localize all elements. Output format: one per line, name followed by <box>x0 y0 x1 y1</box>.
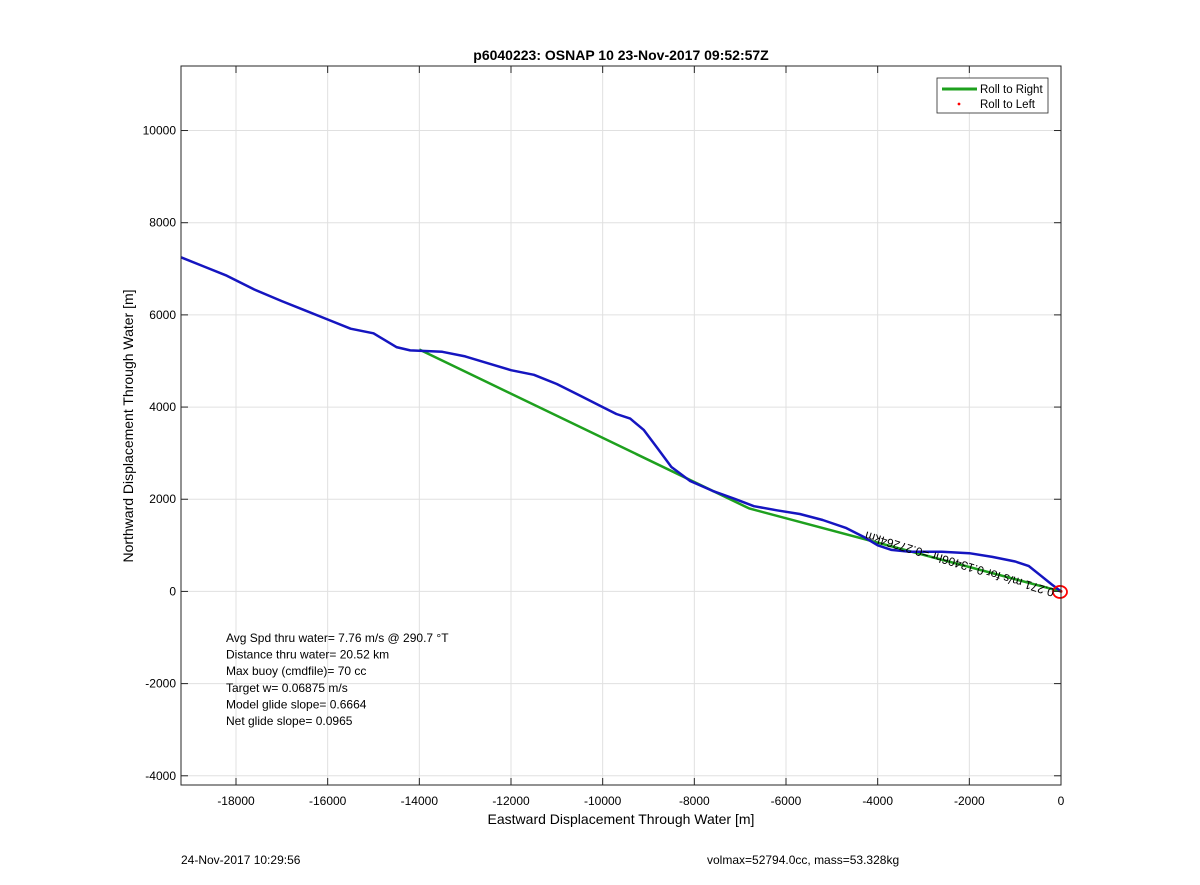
stat-line: Model glide slope= 0.6664 <box>226 697 367 711</box>
x-tick-label: -2000 <box>954 794 985 808</box>
stat-line: Distance thru water= 20.52 km <box>226 648 389 662</box>
x-tick-label: 0 <box>1058 794 1065 808</box>
y-tick-label: -4000 <box>145 769 176 783</box>
stat-line: Net glide slope= 0.0965 <box>226 714 353 728</box>
y-tick-label: -2000 <box>145 677 176 691</box>
y-tick-label: 2000 <box>149 492 176 506</box>
start-marker <box>1052 585 1068 599</box>
x-tick-label: -6000 <box>771 794 802 808</box>
x-tick-label: -18000 <box>217 794 255 808</box>
y-tick-label: 4000 <box>149 400 176 414</box>
y-tick-label: 0 <box>169 584 176 598</box>
x-tick-label: -16000 <box>309 794 347 808</box>
legend-roll-right-label: Roll to Right <box>980 84 1043 96</box>
x-tick-label: -10000 <box>584 794 622 808</box>
stat-line: Target w= 0.06875 m/s <box>226 681 348 695</box>
stats-annotations: Avg Spd thru water= 7.76 m/s @ 290.7 °T D… <box>226 631 449 728</box>
series-roll-to-right <box>418 348 1062 593</box>
tick-marks <box>181 66 1062 785</box>
y-tick-label: 8000 <box>149 216 176 230</box>
series-track <box>180 256 1062 593</box>
legend-box <box>936 77 1049 114</box>
y-tick-label: 6000 <box>149 308 176 322</box>
y-tick-label: 10000 <box>143 124 177 138</box>
tick-labels: -18000 -16000 -14000 -12000 -10000 -8000 -6000… <box>143 124 1065 808</box>
stat-line: Avg Spd thru water= 7.76 m/s @ 290.7 °T <box>226 631 449 645</box>
legend: Roll to Right Roll to Left <box>936 77 1049 114</box>
x-tick-label: -8000 <box>679 794 710 808</box>
footer-glider-params: volmax=52794.0cc, mass=53.328kg <box>707 853 900 867</box>
legend-roll-left-swatch <box>957 102 961 106</box>
plot-border <box>180 65 1062 786</box>
stat-line: Max buoy (cmdfile)= 70 cc <box>226 664 366 678</box>
chart-title: p6040223: OSNAP 10 23-Nov-2017 09:52:57Z <box>473 47 769 63</box>
x-tick-label: -4000 <box>862 794 893 808</box>
y-axis-label: Northward Displacement Through Water [m] <box>120 289 136 562</box>
x-tick-label: -12000 <box>492 794 530 808</box>
legend-roll-left-label: Roll to Left <box>980 99 1036 111</box>
x-axis-label: Eastward Displacement Through Water [m] <box>488 811 755 827</box>
x-tick-label: -14000 <box>401 794 439 808</box>
footer-timestamp: 24-Nov-2017 10:29:56 <box>181 853 301 867</box>
